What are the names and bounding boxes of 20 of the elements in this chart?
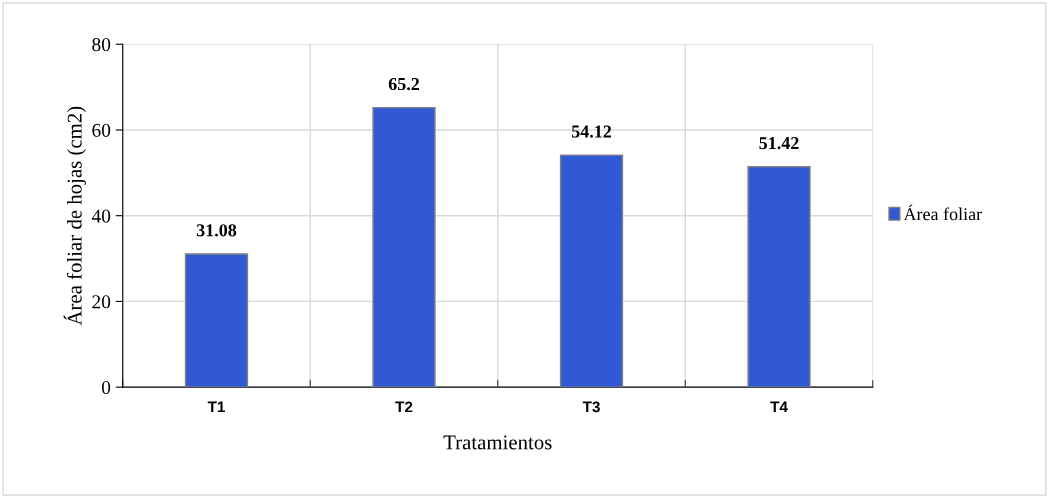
y-tick-label: 20 xyxy=(92,295,111,309)
y-tick-label: 0 xyxy=(101,380,111,395)
bar xyxy=(559,154,624,388)
data-label: 51.42 xyxy=(759,137,799,150)
bar xyxy=(372,106,436,388)
data-label: 65.2 xyxy=(388,77,420,91)
x-axis-title: Tratamientos xyxy=(443,435,552,450)
x-tick-label: T4 xyxy=(770,401,788,413)
data-label: 31.08 xyxy=(196,224,237,237)
x-tick-label: T3 xyxy=(582,401,600,413)
legend-label: Área foliar xyxy=(903,204,982,221)
y-tick-label: 60 xyxy=(92,123,111,137)
y-tick-label: 80 xyxy=(92,38,111,52)
y-tick-label: 40 xyxy=(91,209,111,223)
bar xyxy=(747,166,811,388)
y-axis-title: Área foliar de hojas (cm2) xyxy=(63,106,86,326)
bar xyxy=(184,253,249,388)
data-label: 54.12 xyxy=(571,125,612,138)
x-tick-label: T2 xyxy=(395,401,413,413)
x-tick-label: T1 xyxy=(207,401,225,413)
